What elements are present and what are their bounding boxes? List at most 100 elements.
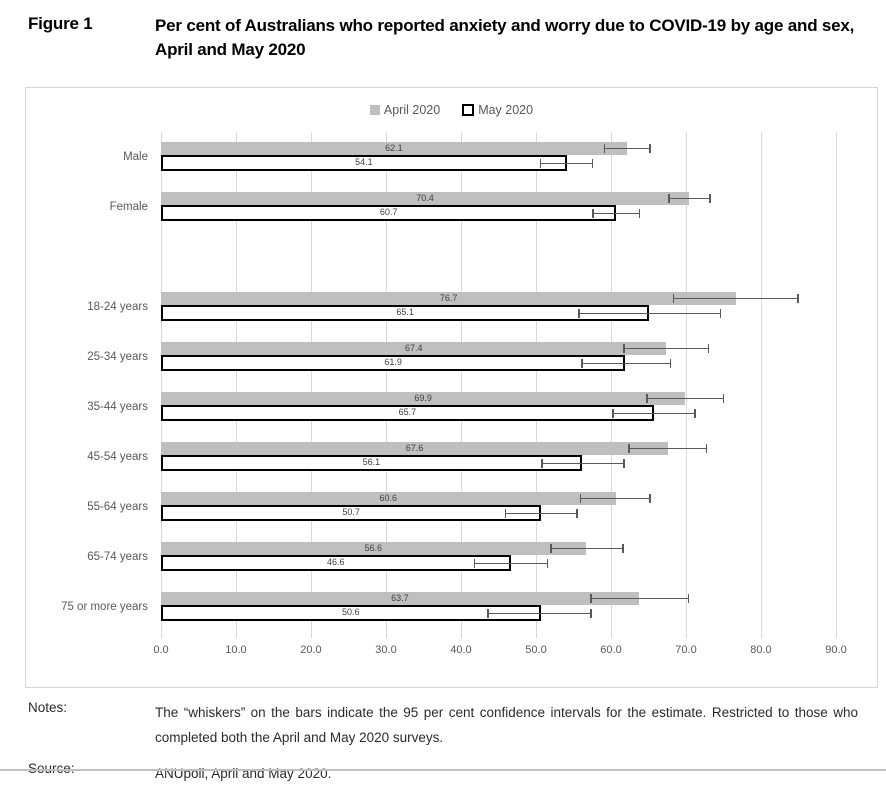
category-label: Male — [123, 151, 148, 163]
bar-value-label: 67.4 — [404, 343, 423, 353]
chart-row: 75 or more years 63.7 50.6 — [61, 582, 836, 632]
source-row: Source: ANUpoll, April and May 2020. — [28, 761, 858, 786]
whisker-left-cap — [550, 544, 552, 553]
x-axis-tick-label: 20.0 — [300, 644, 322, 656]
bar-may-2020: 61.9 — [161, 355, 626, 371]
bar-value-label: 56.6 — [364, 543, 383, 553]
whisker-may-ci — [541, 459, 625, 468]
x-axis-tick — [235, 632, 237, 638]
chart-row: Male 62.1 54.1 — [123, 132, 836, 182]
bar-value-label: 65.1 — [396, 307, 414, 317]
whisker-april-ci — [550, 544, 624, 553]
whisker-left-cap — [581, 359, 583, 368]
whisker-left-cap — [578, 309, 580, 318]
x-axis-tick — [760, 632, 762, 638]
may-series-swatch-icon — [462, 104, 475, 116]
whisker-left-cap — [646, 394, 648, 403]
bar-may-2020: 65.1 — [161, 305, 650, 321]
whisker-line — [487, 612, 592, 615]
whisker-right-cap — [649, 144, 651, 153]
bar-may-2020: 54.1 — [161, 155, 567, 171]
whisker-right-cap — [623, 459, 625, 468]
gridline — [161, 132, 162, 632]
category-label: 35-44 years — [87, 401, 148, 413]
bar-may-2020: 56.1 — [161, 455, 582, 471]
bar-may-2020: 46.6 — [161, 555, 511, 571]
whisker-may-ci — [581, 359, 671, 368]
whisker-right-cap — [719, 309, 722, 318]
source-label: Source: — [28, 761, 155, 786]
whisker-line — [504, 512, 578, 515]
category-label: 55-64 years — [87, 501, 148, 513]
bar-rows: Male 62.1 54.1 Female 70.4 60.7 18-24 years 76.… — [61, 132, 836, 632]
whisker-right-cap — [622, 544, 624, 553]
figure-number: Figure 1 — [28, 14, 93, 33]
report-page: { "figure": { "label": "Figure 1", "titl… — [0, 0, 886, 781]
whisker-left-cap — [541, 459, 543, 468]
whisker-right-cap — [687, 594, 689, 603]
whisker-line — [672, 297, 799, 300]
x-axis-tick-label: 40.0 — [450, 644, 472, 656]
x-axis-tick — [386, 632, 387, 638]
bar-may-2020: 50.6 — [161, 605, 541, 621]
whisker-right-cap — [709, 194, 711, 203]
bar-value-label: 54.1 — [355, 157, 373, 167]
whisker-left-cap — [603, 144, 605, 153]
bar-value-label: 69.9 — [414, 393, 432, 403]
page-bottom-rule — [0, 769, 886, 771]
gridline — [686, 132, 687, 632]
whisker-april-ci — [590, 594, 689, 603]
gridline — [235, 132, 237, 632]
legend-label-may: May 2020 — [478, 103, 534, 117]
whisker-april-ci — [672, 294, 799, 303]
whisker-right-cap — [590, 609, 592, 618]
gridline — [836, 132, 837, 632]
whisker-may-ci — [578, 309, 722, 318]
bar-value-label: 70.4 — [416, 193, 434, 203]
gridline — [460, 132, 462, 632]
whisker-left-cap — [592, 209, 594, 218]
bar-april-2020: 76.7 — [161, 292, 737, 305]
whisker-right-cap — [707, 344, 710, 353]
whisker-may-ci — [487, 609, 592, 618]
whisker-line — [581, 362, 671, 365]
bar-value-label: 63.7 — [391, 593, 409, 603]
legend-label-april: April 2020 — [383, 103, 441, 117]
x-axis-tick — [310, 632, 312, 638]
whisker-april-ci — [646, 394, 725, 403]
x-axis-tick — [536, 632, 537, 638]
whisker-april-ci — [668, 194, 711, 203]
april-series-swatch-icon — [369, 105, 380, 115]
bar-value-label: 76.7 — [439, 293, 458, 303]
whisker-line — [578, 312, 722, 315]
notes-row: Notes: The “whiskers” on the bars indica… — [28, 700, 858, 750]
whisker-april-ci — [579, 494, 651, 503]
whisker-left-cap — [487, 609, 489, 618]
whisker-may-ci — [473, 559, 548, 568]
whisker-left-cap — [539, 159, 542, 168]
chart-row: Female 70.4 60.7 — [110, 182, 836, 232]
bar-value-label: 46.6 — [326, 557, 345, 567]
whisker-right-cap — [797, 294, 799, 303]
bar-value-label: 56.1 — [362, 457, 381, 467]
whisker-line — [579, 497, 651, 500]
category-label: 45-54 years — [87, 451, 148, 463]
bar-april-2020: 67.4 — [161, 342, 667, 355]
whisker-line — [612, 412, 696, 415]
bar-april-2020: 60.6 — [161, 492, 616, 505]
x-axis-tick-label: 80.0 — [750, 644, 772, 656]
x-axis-tick-label: 60.0 — [600, 644, 622, 656]
bar-april-2020: 63.7 — [161, 592, 639, 605]
figure-header: Figure 1 Per cent of Australians who rep… — [0, 0, 886, 62]
x-axis-tick-label: 90.0 — [825, 644, 847, 656]
figure-title: Per cent of Australians who reported anx… — [155, 16, 855, 59]
x-axis-tick — [686, 632, 687, 638]
x-axis-tick — [836, 632, 837, 638]
whisker-line — [668, 197, 711, 200]
bar-april-2020: 62.1 — [161, 142, 627, 155]
whisker-right-cap — [638, 209, 641, 218]
x-axis-tick-label: 30.0 — [375, 644, 397, 656]
group-spacer — [161, 232, 836, 282]
whisker-may-ci — [539, 159, 593, 168]
notes-text: The “whiskers” on the bars indicate the … — [155, 705, 858, 745]
